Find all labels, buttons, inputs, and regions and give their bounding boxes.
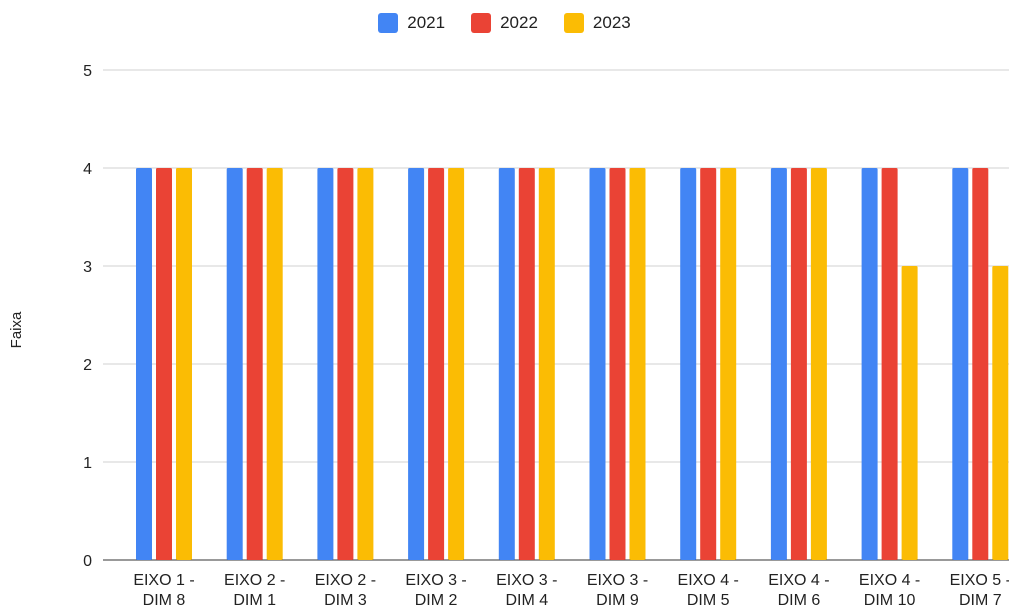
bar-2022-1[interactable] <box>246 168 263 560</box>
x-tick-label: DIM 6 <box>778 592 821 609</box>
x-tick-label: EIXO 2 - <box>315 572 376 589</box>
x-tick-label: DIM 2 <box>415 592 458 609</box>
bar-2021-6[interactable] <box>680 168 697 560</box>
bar-2021-4[interactable] <box>498 168 515 560</box>
x-tick-label: EIXO 1 - <box>133 572 194 589</box>
legend-item-2022[interactable]: 2022 <box>471 13 538 33</box>
x-tick-label: EIXO 4 - <box>859 572 920 589</box>
x-tick-label: EIXO 5 - <box>950 572 1009 589</box>
bar-2023-8[interactable] <box>901 266 918 560</box>
bar-2022-3[interactable] <box>428 168 445 560</box>
bar-2021-3[interactable] <box>408 168 425 560</box>
bar-2021-7[interactable] <box>770 168 787 560</box>
x-tick-label: DIM 7 <box>959 592 1002 609</box>
bar-2022-0[interactable] <box>156 168 172 560</box>
y-tick-label: 4 <box>83 161 92 178</box>
x-tick-label: EIXO 2 - <box>224 572 285 589</box>
bar-2023-6[interactable] <box>720 168 737 560</box>
bar-2021-1[interactable] <box>226 168 243 560</box>
y-tick-label: 1 <box>83 455 92 472</box>
x-tick-label: DIM 4 <box>505 592 548 609</box>
bar-2023-3[interactable] <box>448 168 465 560</box>
x-tick-label: DIM 5 <box>687 592 730 609</box>
y-tick-label: 0 <box>83 553 92 570</box>
y-tick-label: 5 <box>83 63 92 80</box>
bar-2022-7[interactable] <box>790 168 807 560</box>
y-tick-label: 2 <box>83 357 92 374</box>
legend: 2021 2022 2023 <box>0 13 1009 33</box>
x-tick-label: DIM 10 <box>864 592 916 609</box>
bar-2023-2[interactable] <box>357 168 374 560</box>
bar-2022-4[interactable] <box>518 168 535 560</box>
bar-2023-4[interactable] <box>538 168 555 560</box>
x-tick-label: EIXO 3 - <box>587 572 648 589</box>
legend-swatch-2022 <box>471 13 492 33</box>
x-tick-label: DIM 1 <box>233 592 276 609</box>
x-tick-label: DIM 3 <box>324 592 367 609</box>
x-tick-label: EIXO 4 - <box>768 572 829 589</box>
x-tick-label: EIXO 3 - <box>405 572 466 589</box>
bar-2021-8[interactable] <box>861 168 878 560</box>
legend-swatch-2023 <box>563 13 584 33</box>
legend-label-2023: 2023 <box>592 13 631 32</box>
bar-2021-5[interactable] <box>589 168 606 560</box>
legend-swatch-2021 <box>378 13 399 33</box>
bar-2022-2[interactable] <box>337 168 354 560</box>
bar-2023-0[interactable] <box>176 168 192 560</box>
bar-2022-5[interactable] <box>609 168 626 560</box>
x-tick-label: DIM 8 <box>143 592 186 609</box>
y-tick-label: 3 <box>83 259 92 276</box>
bar-2022-9[interactable] <box>972 168 989 560</box>
bar-2023-9[interactable] <box>992 266 1009 560</box>
x-tick-label: EIXO 3 - <box>496 572 557 589</box>
bar-2021-9[interactable] <box>952 168 969 560</box>
bar-2023-7[interactable] <box>810 168 827 560</box>
legend-item-2023[interactable]: 2023 <box>563 13 631 33</box>
bar-2022-6[interactable] <box>700 168 717 560</box>
bar-2023-5[interactable] <box>629 168 646 560</box>
legend-item-2021[interactable]: 2021 <box>378 13 445 33</box>
x-tick-label: EIXO 4 - <box>678 572 739 589</box>
bar-2021-2[interactable] <box>317 168 334 560</box>
x-tick-label: DIM 9 <box>596 592 639 609</box>
legend-label-2021: 2021 <box>407 13 446 32</box>
bar-2022-8[interactable] <box>881 168 898 560</box>
bar-2023-1[interactable] <box>266 168 283 560</box>
legend-label-2022: 2022 <box>500 13 538 32</box>
bar-2021-0[interactable] <box>136 168 152 560</box>
